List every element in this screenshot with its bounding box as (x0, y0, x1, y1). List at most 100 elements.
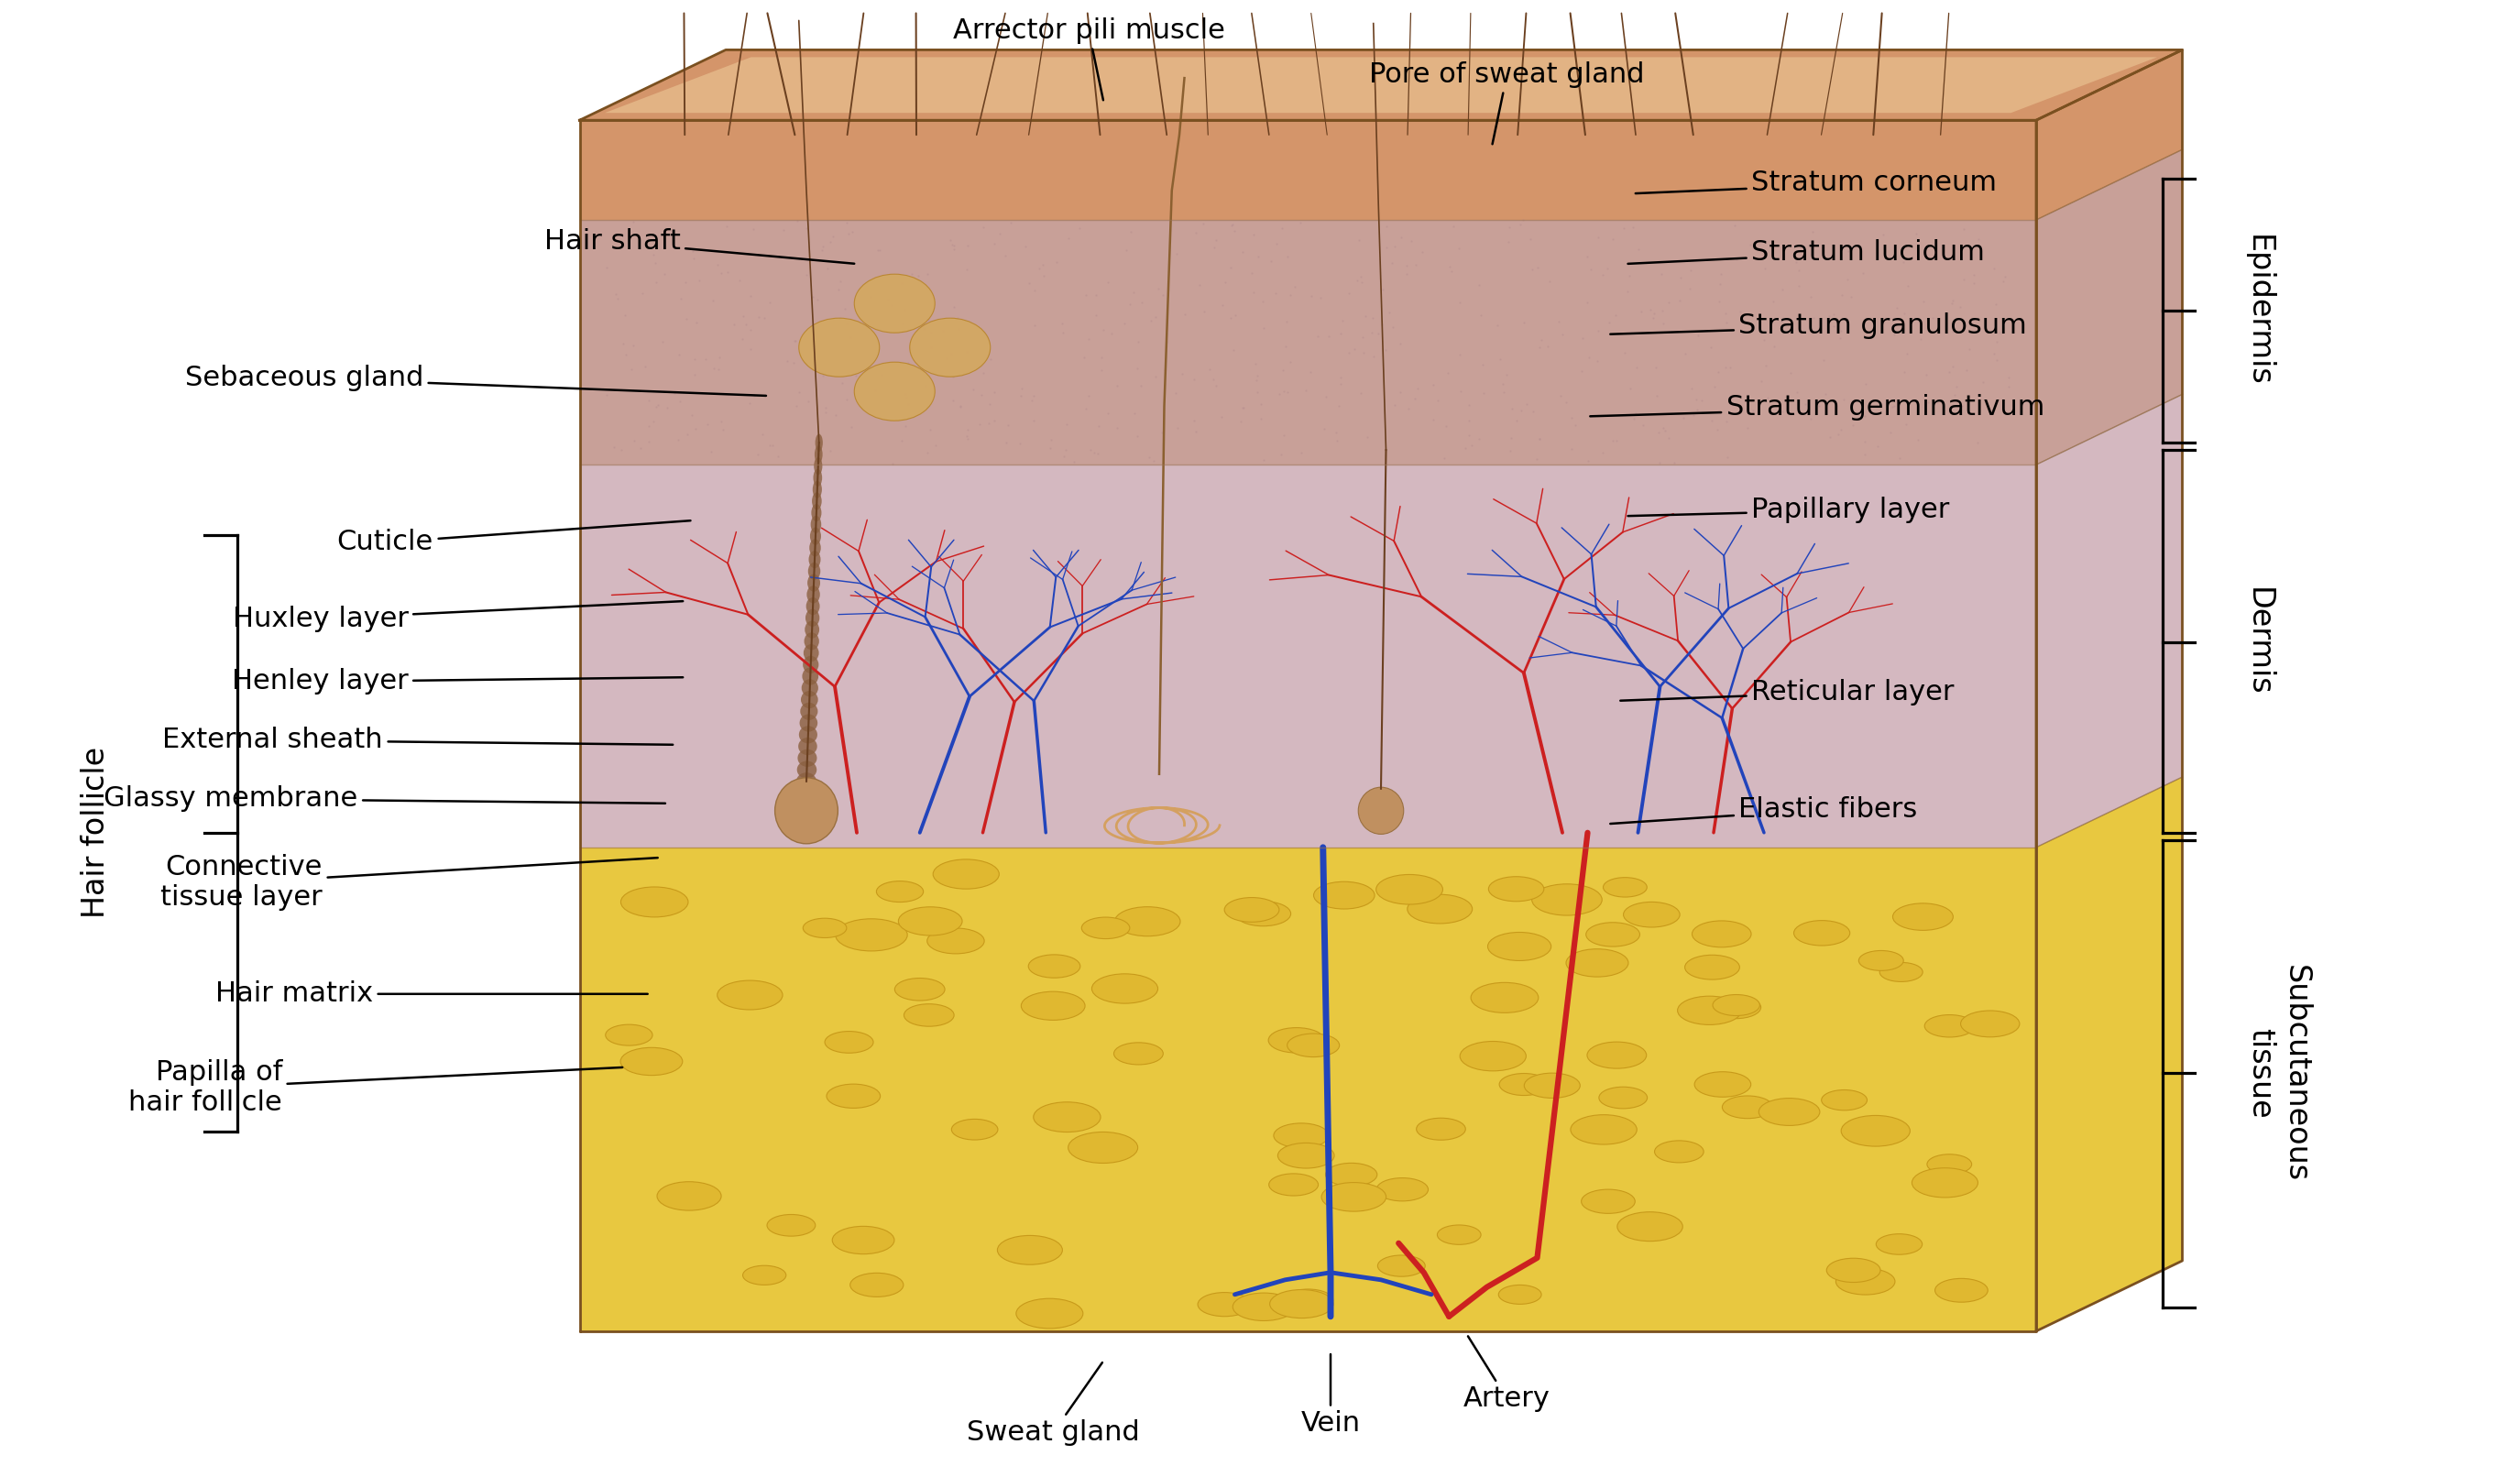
Ellipse shape (1091, 973, 1157, 1003)
Ellipse shape (814, 457, 822, 475)
Ellipse shape (1656, 1141, 1704, 1163)
Text: Stratum granulosum: Stratum granulosum (1610, 312, 2026, 339)
Polygon shape (2036, 394, 2182, 847)
Ellipse shape (799, 749, 816, 767)
Ellipse shape (837, 919, 907, 951)
Polygon shape (2036, 777, 2182, 1331)
Ellipse shape (814, 446, 822, 463)
Ellipse shape (1268, 1028, 1326, 1053)
Text: External sheath: External sheath (161, 727, 673, 754)
Ellipse shape (1499, 1073, 1547, 1095)
Ellipse shape (895, 978, 945, 1001)
Ellipse shape (1436, 1226, 1482, 1245)
Ellipse shape (1406, 894, 1472, 924)
Ellipse shape (1860, 950, 1903, 970)
Ellipse shape (849, 1272, 902, 1297)
Polygon shape (605, 57, 2157, 113)
Ellipse shape (796, 761, 816, 778)
Ellipse shape (799, 737, 816, 755)
Ellipse shape (1822, 1089, 1867, 1110)
Ellipse shape (1721, 1095, 1772, 1119)
Ellipse shape (1691, 921, 1751, 947)
Ellipse shape (811, 504, 822, 522)
Ellipse shape (1288, 1034, 1341, 1057)
Ellipse shape (1358, 787, 1404, 834)
Ellipse shape (1961, 1010, 2019, 1036)
Ellipse shape (1489, 877, 1545, 902)
Ellipse shape (809, 563, 822, 581)
Ellipse shape (854, 362, 935, 421)
Ellipse shape (1913, 1168, 1978, 1198)
Ellipse shape (1197, 1293, 1252, 1316)
Text: Sweat gland: Sweat gland (968, 1362, 1139, 1445)
Text: Sebaceous gland: Sebaceous gland (184, 365, 766, 396)
Ellipse shape (910, 318, 990, 377)
Ellipse shape (743, 1265, 786, 1284)
Ellipse shape (814, 434, 822, 452)
Text: Papillary layer: Papillary layer (1628, 497, 1950, 523)
Ellipse shape (1270, 1290, 1333, 1318)
Ellipse shape (932, 859, 998, 888)
Ellipse shape (1416, 1119, 1467, 1141)
Ellipse shape (1273, 1123, 1328, 1148)
Text: Elastic fibers: Elastic fibers (1610, 796, 1918, 824)
Ellipse shape (998, 1236, 1063, 1265)
Ellipse shape (776, 777, 837, 843)
Text: Epidermis: Epidermis (2243, 235, 2273, 387)
Ellipse shape (1603, 878, 1648, 897)
Text: Stratum germinativum: Stratum germinativum (1590, 394, 2044, 421)
Ellipse shape (1711, 995, 1761, 1019)
Ellipse shape (804, 644, 819, 661)
Text: Hair matrix: Hair matrix (214, 981, 648, 1007)
Ellipse shape (796, 773, 816, 790)
Ellipse shape (1326, 1163, 1376, 1186)
Ellipse shape (1565, 949, 1628, 976)
Ellipse shape (1570, 1114, 1638, 1145)
Ellipse shape (1320, 1183, 1386, 1211)
Ellipse shape (1678, 995, 1741, 1025)
Ellipse shape (1068, 1132, 1139, 1163)
Text: Subcutaneous
tissue: Subcutaneous tissue (2245, 965, 2311, 1182)
Text: Artery: Artery (1464, 1336, 1550, 1412)
Ellipse shape (1021, 991, 1086, 1020)
Ellipse shape (1935, 1278, 1988, 1302)
Text: Stratum corneum: Stratum corneum (1635, 170, 1996, 196)
Ellipse shape (801, 690, 819, 708)
Ellipse shape (1928, 1154, 1971, 1174)
Text: Hair follicle: Hair follicle (81, 748, 111, 918)
Ellipse shape (1487, 932, 1552, 960)
Ellipse shape (1583, 1189, 1635, 1214)
Ellipse shape (1232, 1293, 1295, 1321)
Ellipse shape (801, 702, 819, 720)
Ellipse shape (824, 1031, 874, 1053)
Ellipse shape (658, 1182, 721, 1211)
Ellipse shape (806, 586, 819, 604)
Text: Arrector pili muscle: Arrector pili muscle (953, 18, 1225, 100)
Ellipse shape (804, 620, 819, 638)
Ellipse shape (799, 714, 816, 732)
Ellipse shape (1225, 897, 1280, 922)
Ellipse shape (1794, 921, 1850, 946)
Text: Vein: Vein (1300, 1355, 1361, 1437)
Ellipse shape (801, 679, 819, 696)
Ellipse shape (620, 887, 688, 918)
Ellipse shape (1842, 1116, 1910, 1146)
Ellipse shape (1618, 1212, 1683, 1242)
Ellipse shape (1114, 907, 1179, 937)
Ellipse shape (927, 928, 985, 954)
Text: Stratum lucidum: Stratum lucidum (1628, 239, 1986, 265)
Ellipse shape (1313, 881, 1373, 909)
Ellipse shape (1472, 982, 1537, 1013)
Ellipse shape (1925, 1014, 1976, 1036)
Ellipse shape (1835, 1268, 1895, 1294)
Ellipse shape (804, 655, 819, 673)
Polygon shape (580, 465, 2036, 847)
Text: Pore of sweat gland: Pore of sweat gland (1368, 62, 1646, 144)
Ellipse shape (806, 608, 819, 626)
Ellipse shape (811, 481, 822, 498)
Ellipse shape (1525, 1073, 1580, 1098)
Ellipse shape (1235, 902, 1290, 927)
Ellipse shape (827, 1083, 879, 1108)
Ellipse shape (801, 667, 819, 685)
Ellipse shape (905, 1004, 955, 1026)
